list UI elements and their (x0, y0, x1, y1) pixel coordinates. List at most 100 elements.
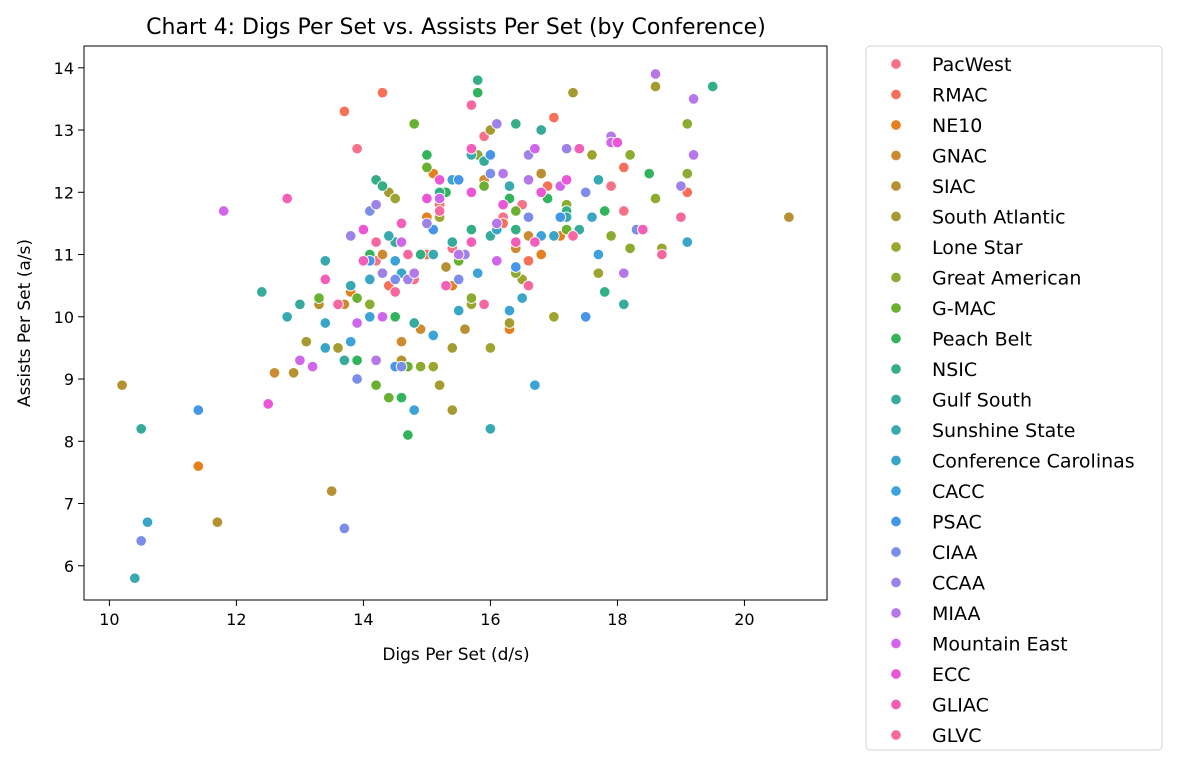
legend-label: GLVC (932, 725, 982, 747)
legend-entry: GLIAC (890, 695, 989, 717)
legend-marker (890, 180, 902, 192)
data-point (484, 167, 497, 180)
legend-entry: Gulf South (890, 390, 1032, 412)
data-point (408, 118, 420, 130)
legend-entry: CACC (890, 481, 984, 503)
data-point (624, 242, 636, 255)
data-point (306, 360, 319, 373)
data-point (446, 236, 459, 248)
data-point (383, 391, 395, 404)
data-point (510, 205, 522, 217)
data-point (681, 118, 694, 130)
data-point (484, 149, 497, 161)
data-point (344, 230, 357, 242)
data-point (491, 255, 503, 267)
data-point (516, 292, 528, 304)
legend-entry: Great American (890, 268, 1081, 290)
data-point (522, 279, 535, 292)
data-point (548, 230, 560, 242)
data-point (395, 391, 408, 404)
data-point (579, 186, 592, 199)
data-point (465, 142, 478, 155)
data-point (332, 298, 344, 311)
data-point (300, 335, 313, 348)
data-point (497, 198, 509, 211)
data-point (465, 99, 478, 111)
data-point (452, 248, 465, 261)
data-point (605, 180, 617, 192)
legend-label: Peach Belt (932, 329, 1032, 351)
legend-entry: CIAA (890, 542, 977, 564)
data-point (560, 174, 573, 186)
legend-label: RMAC (932, 85, 988, 107)
y-tick-label: 7 (64, 495, 74, 514)
legend-label: Gulf South (932, 390, 1032, 412)
legend-entry: MIAA (890, 603, 981, 625)
data-point (281, 311, 293, 323)
legend-items: PacWest RMAC NE10 GNAC SIAC South Atlantic Lon… (890, 54, 1135, 747)
data-point (389, 311, 401, 323)
legend-entry: ECC (890, 664, 971, 686)
data-point (440, 279, 452, 292)
data-point (370, 198, 382, 211)
data-point (256, 286, 268, 298)
data-point (465, 186, 478, 199)
data-point (554, 211, 567, 223)
data-point (649, 80, 662, 93)
data-point (503, 317, 516, 329)
data-point (637, 223, 649, 236)
data-point (325, 485, 338, 497)
data-point (465, 223, 478, 236)
data-point (332, 342, 344, 354)
data-point (351, 292, 363, 304)
x-axis-ticks: 10 12 14 16 18 20 (99, 600, 755, 629)
data-point (643, 167, 655, 180)
legend-entry: NSIC (890, 359, 977, 381)
data-point (364, 273, 376, 286)
data-point (586, 149, 598, 161)
data-point (395, 360, 408, 373)
data-point (592, 174, 605, 186)
legend-label: Mountain East (932, 634, 1068, 656)
data-point (414, 248, 427, 261)
data-point (319, 273, 332, 286)
data-point (592, 248, 605, 261)
y-tick-label: 10 (54, 308, 74, 327)
data-point (471, 74, 484, 86)
data-point (440, 261, 452, 273)
data-point (129, 572, 141, 584)
legend-label: NSIC (932, 359, 977, 381)
legend-marker (890, 88, 902, 101)
data-point (262, 398, 274, 410)
data-point (529, 379, 541, 391)
data-point (433, 192, 446, 205)
data-point (491, 118, 503, 130)
legend-marker (890, 119, 902, 131)
data-point (389, 255, 401, 267)
data-point (471, 267, 484, 279)
legend-entry: South Atlantic (890, 207, 1066, 229)
data-point (687, 149, 700, 161)
legend-marker (890, 515, 902, 528)
data-point (395, 335, 408, 348)
legend-label: Sunshine State (932, 420, 1075, 442)
data-point (338, 105, 351, 118)
data-point (452, 273, 465, 286)
data-point (675, 211, 687, 223)
data-point (649, 192, 662, 205)
data-point (402, 429, 414, 441)
data-point (560, 142, 573, 155)
data-point (618, 298, 630, 311)
data-point (605, 230, 617, 242)
legend-marker (890, 454, 902, 467)
legend-label: Lone Star (932, 237, 1023, 259)
data-point (592, 267, 605, 279)
data-point (484, 423, 497, 435)
data-point (402, 248, 414, 261)
data-point (344, 279, 357, 292)
y-axis-ticks: 6 7 8 9 10 11 12 13 14 (54, 59, 84, 576)
data-point (471, 86, 484, 99)
data-point (414, 360, 427, 373)
legend-marker (890, 332, 902, 345)
data-point (681, 167, 694, 180)
